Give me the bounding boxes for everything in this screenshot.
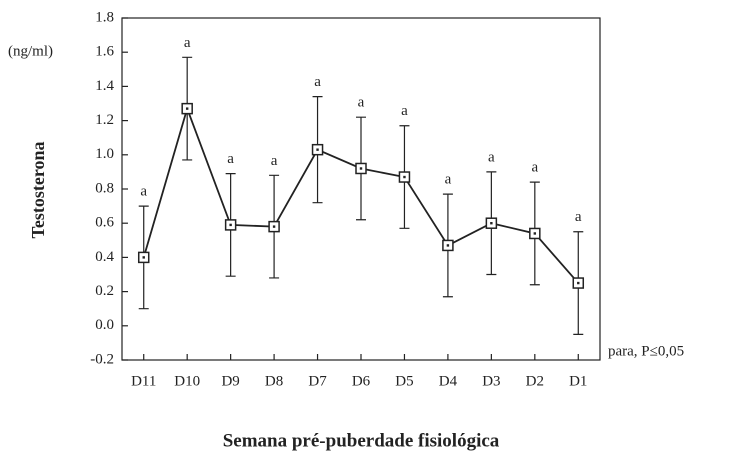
x-tick-label: D8	[265, 373, 283, 389]
y-tick-label: 1.8	[95, 9, 114, 25]
marker-dot	[359, 167, 363, 170]
annotation: a	[227, 151, 234, 167]
y-tick-label: 1.6	[95, 44, 114, 60]
y-tick-label: 1.0	[95, 146, 114, 162]
y-axis-label: Testosterona	[28, 141, 48, 238]
x-tick-label: D1	[569, 373, 587, 389]
annotation: a	[488, 149, 495, 165]
x-tick-label: D7	[308, 373, 327, 389]
marker-dot	[446, 244, 450, 247]
marker-dot	[533, 232, 537, 235]
annotation: a	[358, 95, 365, 111]
annotation: a	[575, 209, 582, 225]
annotation: a	[140, 184, 147, 200]
y-tick-label: 0.6	[95, 215, 114, 231]
marker-dot	[316, 148, 319, 151]
y-tick-label: 0.4	[95, 249, 114, 265]
unit-label: (ng/ml)	[8, 43, 53, 59]
x-tick-label: D10	[174, 373, 200, 389]
annotation: a	[314, 74, 321, 90]
x-axis-label: Semana pré-puberdade fisiológica	[223, 430, 500, 451]
x-tick-label: D9	[221, 373, 239, 389]
y-tick-label: 1.4	[95, 78, 114, 94]
marker-dot	[229, 223, 232, 227]
x-tick-label: D5	[395, 373, 413, 389]
y-tick-label: 0.0	[95, 317, 114, 333]
x-tick-label: D11	[131, 373, 156, 389]
annotation: a	[531, 160, 538, 176]
x-tick-label: D4	[439, 373, 458, 389]
annotation: a	[401, 103, 408, 119]
y-tick-label: -0.2	[90, 351, 114, 367]
y-tick-label: 1.2	[95, 112, 114, 128]
marker-dot	[490, 222, 493, 225]
marker-dot	[142, 256, 145, 259]
annotation: a	[184, 35, 191, 51]
y-tick-label: 0.8	[95, 180, 114, 196]
note: para, P≤0,05	[608, 343, 684, 359]
marker-dot	[272, 225, 276, 228]
x-tick-label: D3	[482, 373, 500, 389]
marker-dot	[403, 175, 406, 179]
x-tick-label: D2	[526, 373, 544, 389]
annotation: a	[271, 153, 278, 169]
x-tick-label: D6	[352, 373, 371, 389]
y-tick-label: 0.2	[95, 283, 114, 299]
marker-dot	[577, 281, 580, 285]
marker-dot	[185, 107, 189, 110]
annotation: a	[445, 172, 452, 188]
